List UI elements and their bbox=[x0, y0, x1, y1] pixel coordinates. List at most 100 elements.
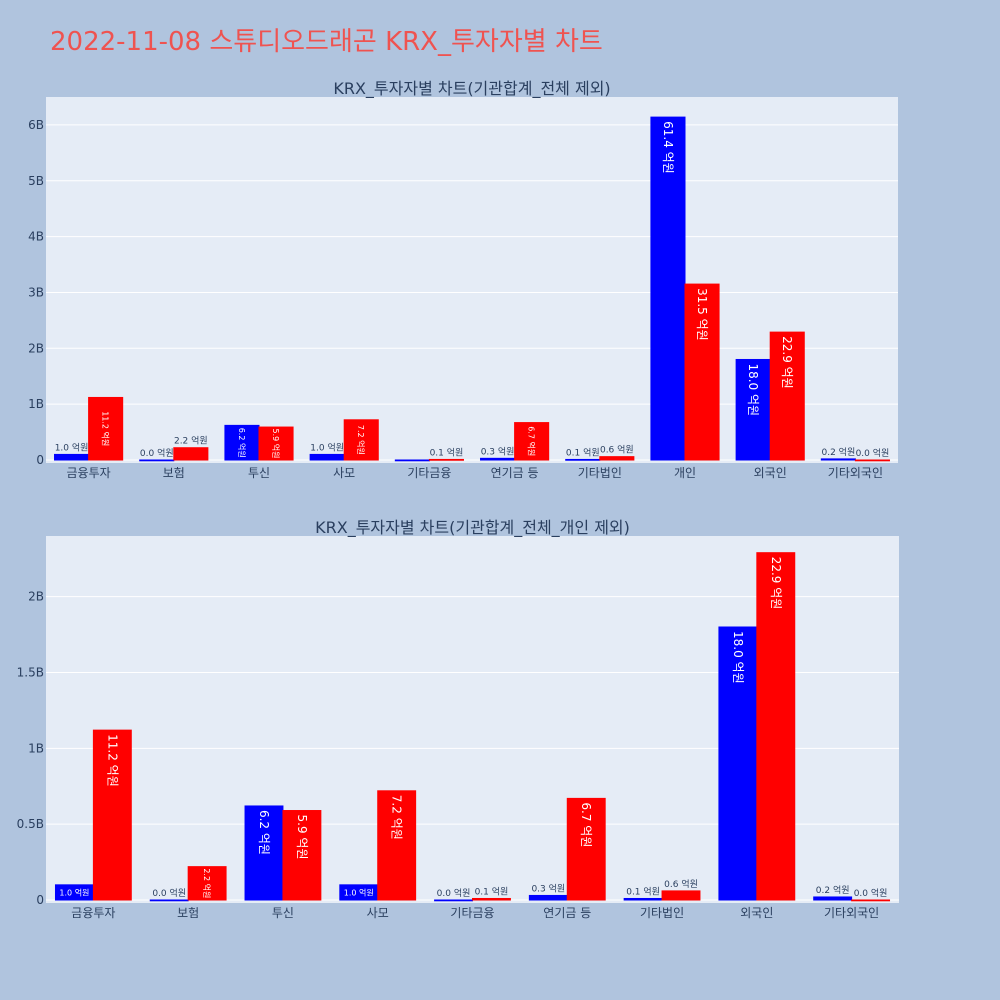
x-tick-label: 기타금융 bbox=[450, 906, 494, 920]
data-label: 0.0 억원 bbox=[437, 887, 471, 899]
data-label: 6.2 억원 bbox=[237, 428, 247, 458]
y-tick-label: 4B bbox=[28, 230, 44, 244]
bar bbox=[224, 424, 260, 461]
bar bbox=[851, 899, 891, 902]
y-tick-label: 2B bbox=[28, 341, 44, 355]
data-label: 1.0 억원 bbox=[59, 887, 89, 897]
bar bbox=[472, 897, 511, 901]
bar bbox=[599, 456, 635, 461]
x-tick-label: 기타법인 bbox=[578, 466, 622, 480]
x-tick-label: 기타외국인 bbox=[828, 466, 883, 480]
bar bbox=[149, 899, 189, 902]
data-label: 0.1 억원 bbox=[626, 885, 660, 897]
data-label: 1.0 억원 bbox=[55, 441, 89, 453]
data-label: 11.2 억원 bbox=[101, 411, 111, 446]
bar bbox=[718, 626, 758, 901]
data-label: 31.5 억원 bbox=[695, 288, 709, 341]
data-label: 0.3 억원 bbox=[531, 882, 565, 894]
bar bbox=[813, 896, 853, 901]
y-tick-label: 0 bbox=[36, 893, 44, 907]
bar bbox=[377, 790, 417, 901]
data-label: 11.2 억원 bbox=[105, 734, 119, 787]
y-tick-label: 6B bbox=[28, 118, 44, 132]
data-label: 0.2 억원 bbox=[816, 884, 850, 896]
data-label: 0.0 억원 bbox=[854, 887, 888, 899]
y-tick-label: 3B bbox=[28, 285, 44, 299]
bar bbox=[756, 552, 796, 901]
y-tick-label: 0.5B bbox=[17, 817, 44, 831]
bar bbox=[244, 805, 284, 901]
page-title: 2022-11-08 스튜디오드래곤 KRX_투자자별 차트 bbox=[50, 27, 603, 57]
x-tick-label: 투신 bbox=[272, 906, 294, 920]
x-tick-label: 사모 bbox=[333, 466, 355, 480]
x-tick-label: 사모 bbox=[367, 906, 389, 920]
bar bbox=[565, 458, 601, 461]
x-tick-label: 외국인 bbox=[740, 906, 773, 920]
data-label: 0.3 억원 bbox=[481, 445, 515, 457]
data-label: 0.6 억원 bbox=[664, 878, 698, 890]
bar bbox=[820, 458, 856, 461]
y-tick-label: 1B bbox=[28, 741, 44, 755]
x-tick-label: 기타금융 bbox=[407, 466, 451, 480]
data-label: 0.1 억원 bbox=[430, 446, 464, 458]
x-tick-label: 보험 bbox=[163, 466, 185, 480]
bar bbox=[88, 396, 124, 461]
data-label: 0.2 억원 bbox=[821, 446, 855, 458]
data-label: 1.0 억원 bbox=[344, 887, 374, 897]
bar bbox=[661, 890, 701, 901]
chart-top: 0 1B 2B 3B 4B 5B 6B KRX_투자자별 차트(기관합계_전체 제외) 금융투자… bbox=[28, 79, 898, 480]
bar bbox=[650, 116, 686, 461]
bar bbox=[258, 426, 294, 461]
data-label: 1.0 억원 bbox=[310, 441, 344, 453]
x-tick-label: 기타법인 bbox=[640, 906, 684, 920]
bar bbox=[769, 331, 805, 461]
bar bbox=[309, 453, 345, 461]
y-tick-label: 0 bbox=[36, 453, 44, 467]
bar bbox=[480, 457, 516, 461]
y-tick-label: 2B bbox=[28, 590, 44, 604]
bar bbox=[92, 729, 132, 901]
data-label: 61.4 억원 bbox=[661, 121, 675, 174]
data-label: 6.7 억원 bbox=[527, 426, 537, 456]
bar bbox=[623, 897, 663, 901]
bar bbox=[282, 810, 322, 901]
bar bbox=[684, 283, 720, 461]
bar bbox=[735, 358, 771, 461]
data-label: 22.9 억원 bbox=[769, 557, 783, 610]
bar bbox=[343, 419, 379, 461]
x-tick-label: 투신 bbox=[248, 466, 270, 480]
bar bbox=[434, 899, 474, 902]
data-label: 7.2 억원 bbox=[390, 795, 404, 840]
x-tick-label: 기타외국인 bbox=[824, 906, 879, 920]
data-label: 7.2 억원 bbox=[356, 425, 366, 455]
bar bbox=[854, 459, 890, 462]
bar bbox=[173, 447, 209, 461]
data-label: 2.2 억원 bbox=[202, 868, 212, 898]
y-tick-label: 1.5B bbox=[17, 666, 44, 680]
x-tick-label: 금융투자 bbox=[67, 466, 111, 480]
data-label: 2.2 억원 bbox=[174, 435, 208, 447]
chart-title: KRX_투자자별 차트(기관합계_전체_개인 제외) bbox=[315, 518, 630, 538]
x-tick-label: 보험 bbox=[177, 906, 199, 920]
data-label: 6.2 억원 bbox=[257, 810, 271, 855]
bar bbox=[139, 459, 175, 462]
data-label: 0.1 억원 bbox=[566, 446, 600, 458]
data-label: 0.0 억원 bbox=[152, 887, 186, 899]
bar bbox=[566, 797, 606, 901]
x-tick-label: 외국인 bbox=[754, 466, 787, 480]
data-label: 5.9 억원 bbox=[295, 815, 309, 860]
data-label: 0.0 억원 bbox=[856, 447, 890, 459]
x-tick-label: 개인 bbox=[674, 466, 696, 480]
data-label: 5.9 억원 bbox=[271, 429, 281, 459]
bar bbox=[528, 894, 568, 901]
bar bbox=[514, 422, 550, 461]
chart-bottom: 0 0.5B 1B 1.5B 2B KRX_투자자별 차트(기관합계_전체_개인 제외) 금… bbox=[17, 518, 899, 920]
data-label: 18.0 억원 bbox=[746, 363, 760, 416]
data-label: 6.7 억원 bbox=[579, 802, 593, 847]
y-tick-label: 1B bbox=[28, 397, 44, 411]
bar bbox=[428, 458, 464, 461]
data-label: 0.1 억원 bbox=[475, 885, 509, 897]
y-tick-label: 5B bbox=[28, 174, 44, 188]
data-label: 18.0 억원 bbox=[731, 631, 745, 684]
